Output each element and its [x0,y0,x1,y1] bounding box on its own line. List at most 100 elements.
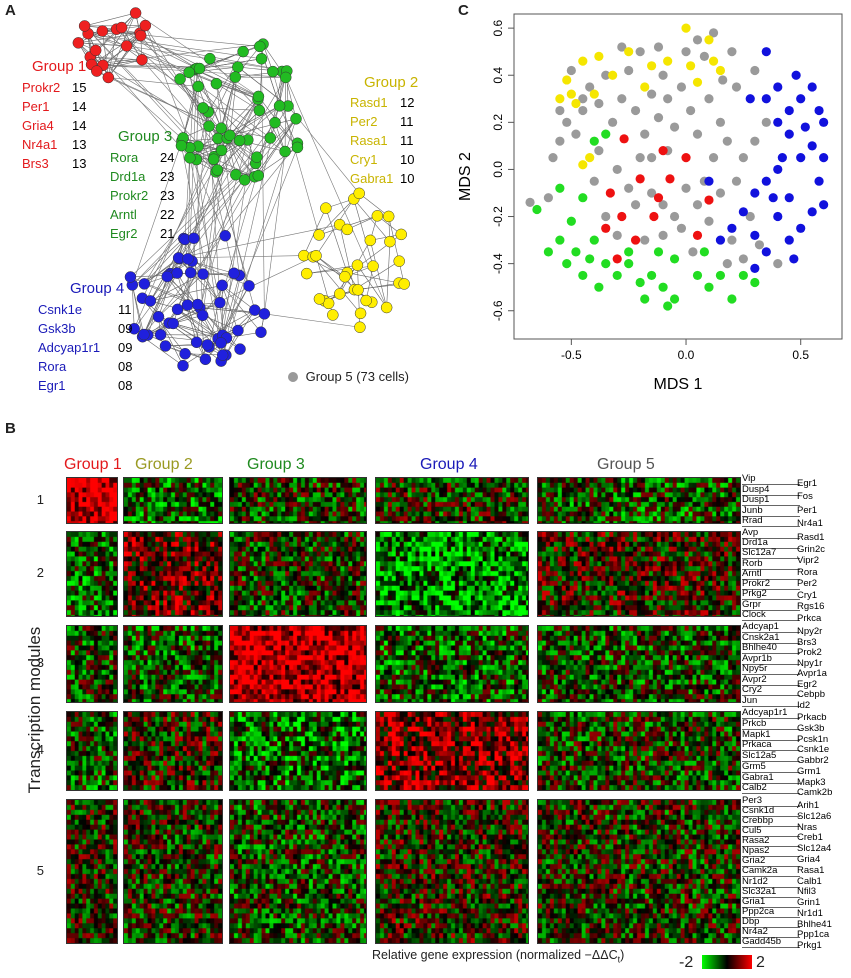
data-point [612,254,622,264]
data-point [750,230,760,240]
data-point [704,35,714,45]
data-point [640,235,650,245]
heatmap-block [229,799,367,944]
gene-connector [742,866,800,868]
data-point [727,235,737,245]
data-point [566,216,576,226]
network-node [279,71,292,84]
gene-row: Brs3 13 [22,154,86,173]
gene-connector [742,836,800,838]
gene-name: Rasa1 [350,133,388,148]
group2-legend: Group 2 Rasd1 12 Per2 11 Rasa1 11 Cry1 10 Gabra1… [350,74,418,188]
module-gene-left: Camk2a [742,865,778,877]
network-node [197,102,209,114]
module-gene-left: Gadd45b [742,935,782,947]
y-tick-label: -0.6 [491,300,505,321]
network-node [188,232,200,244]
heatmap-xlabel: Relative gene expression (normalized −ΔΔ… [372,948,625,965]
gene-connector [742,856,800,858]
module-gene-left: Gabra1 [742,771,774,783]
data-point [819,200,829,210]
module-gene-right: Nr1d1 [797,907,823,919]
heatmap-block [229,477,367,524]
data-point [647,270,657,281]
network-edge [258,118,297,176]
network-edge [217,273,235,339]
gene-connector [742,494,800,496]
module-gene-left: Jun [742,694,758,706]
module-gene-right: Grm1 [797,765,821,777]
module-gene-right: Slc12a6 [797,810,832,822]
gene-name: Nr4a1 [22,137,58,152]
heatmap-ylabel: Transcription modules [25,626,44,794]
network-edge [102,59,143,66]
data-point [555,235,565,245]
network-node [371,210,384,222]
group1-gene-list: Prokr2 15 Per1 14 Gria4 14 Nr4a1 13 Brs3 13 [22,78,86,173]
gene-connector [742,816,800,818]
network-node [154,328,167,341]
network-edge [199,51,244,69]
x-axis-label: MDS 1 [654,376,703,393]
network-node [322,297,335,310]
module-gene-right: Rasa1 [797,864,825,876]
group3-legend: Group 3 Rora 24 Drd1a 23 Prokr2 23 Arntl 22 Egr2… [110,128,174,243]
network-node [181,299,194,311]
data-point [578,105,588,116]
network-node [216,349,229,361]
gene-connector [742,663,800,665]
network-edge [235,122,276,175]
data-point [773,259,783,269]
data-point [699,51,709,61]
module-gene-right: Per2 [797,578,818,589]
y-axis-label: MDS 2 [457,152,474,201]
data-point [640,82,650,92]
gene-connector [742,505,800,507]
gene-connector [742,793,800,795]
gene-connector [742,484,800,485]
network-node [134,29,147,42]
network-node [207,153,220,165]
gene-row: Gabra1 10 [350,169,418,188]
panel-c-letter: C [458,2,469,19]
group2-gene-list: Rasd1 12 Per2 11 Rasa1 11 Cry1 10 Gabra1 10 [350,93,418,188]
gene-name: Brs3 [22,156,49,171]
data-point [617,211,627,222]
data-point [708,153,719,163]
network-edge [221,285,239,331]
module-gene-left: Junb [742,504,763,516]
y-tick-label: -0.4 [491,253,505,274]
gene-connector [742,695,800,696]
data-point [686,61,696,71]
data-point [773,164,783,175]
heatmap-group-title: Group 5 [597,456,655,473]
module-gene-left: Bhlhe40 [742,642,777,653]
network-node [129,7,142,19]
data-point [688,247,698,257]
network-node [210,77,223,90]
network-edge [285,77,297,119]
data-point [663,56,673,66]
data-point [796,223,806,233]
data-point [555,136,565,146]
module-gene-left: Clock [742,608,766,620]
module-gene-right: Arih1 [797,800,820,811]
network-node [290,113,302,125]
data-point [784,105,794,116]
heatmap-group-title: Group 4 [420,456,478,473]
data-point [647,61,657,71]
network-node [152,310,165,323]
data-point [814,176,824,186]
y-tick-label: 0.0 [491,161,505,178]
data-point [669,294,680,304]
network-node [364,234,377,247]
heatmap-block [66,625,118,703]
data-point [647,188,657,198]
network-node [341,223,354,236]
network-node [179,348,191,360]
data-point [594,98,604,109]
data-point [658,200,668,210]
module-gene-left: Arntl [742,567,762,579]
gene-count: 09 [118,321,133,336]
data-point [807,141,817,151]
